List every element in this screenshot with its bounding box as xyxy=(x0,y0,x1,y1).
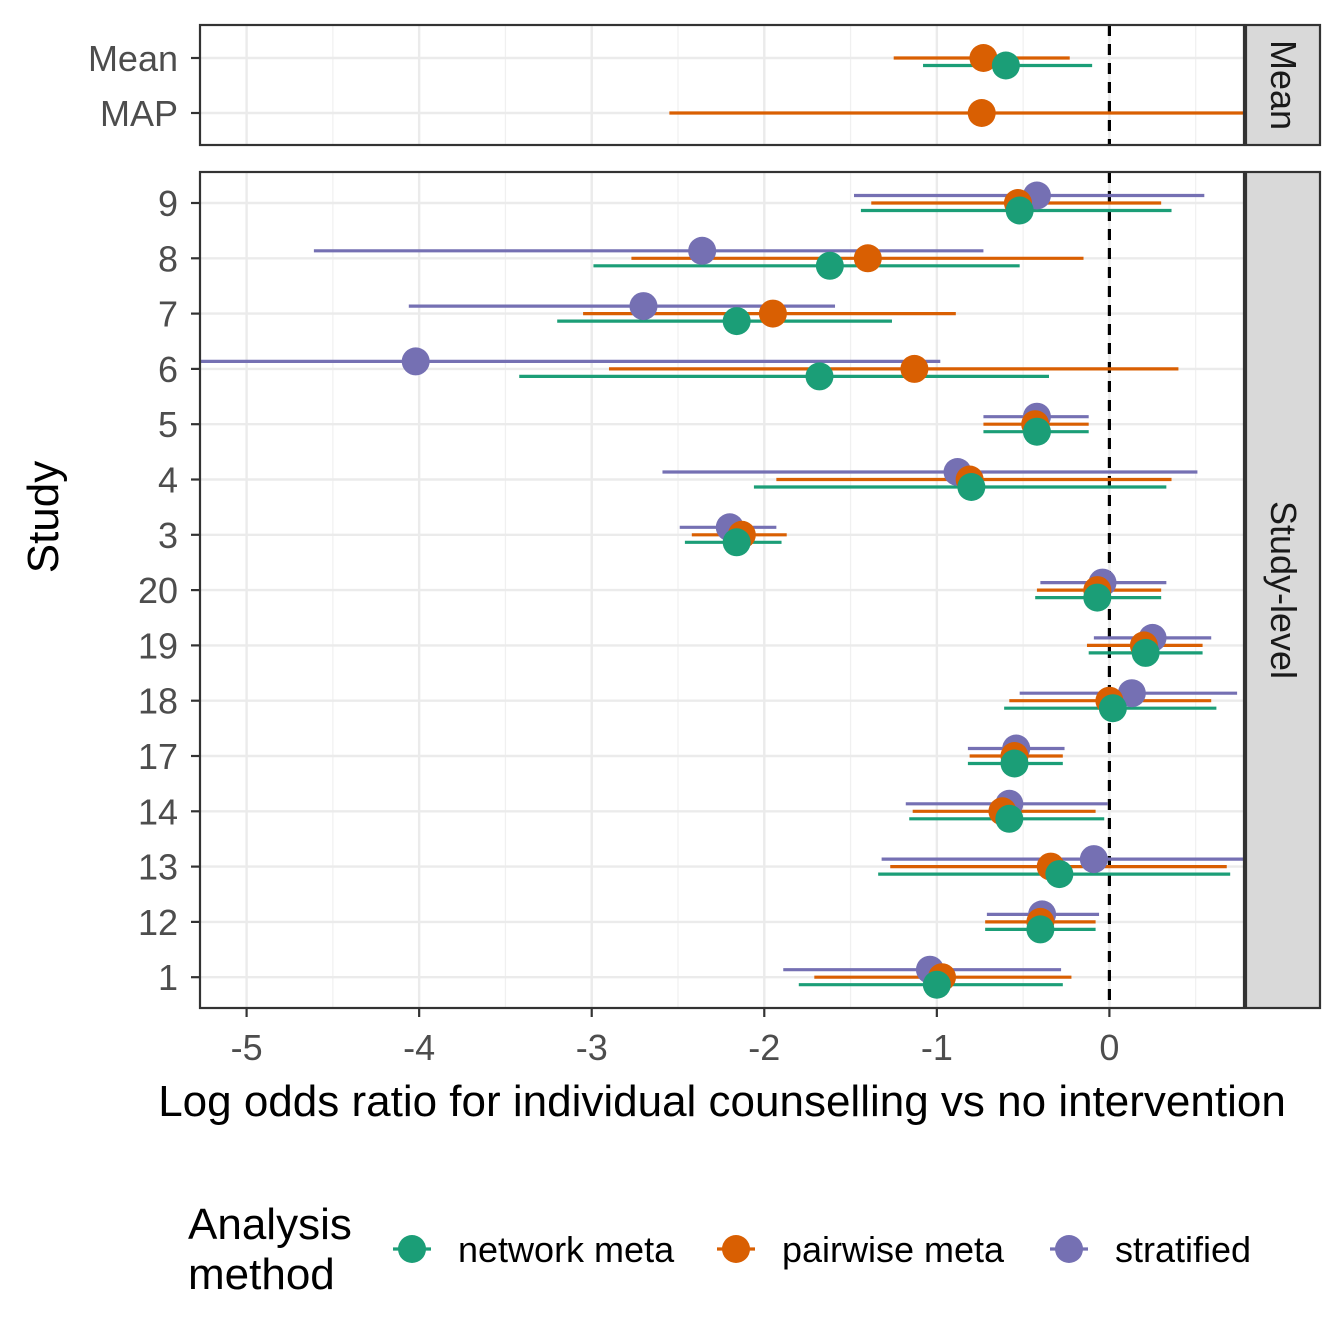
point-stratified-row-6 xyxy=(401,347,430,376)
y-tick-label: 19 xyxy=(138,625,178,666)
y-tick-label: 17 xyxy=(138,736,178,777)
point-stratified-row-8 xyxy=(688,236,717,265)
legend-key-point xyxy=(1055,1235,1083,1263)
legend-key-point xyxy=(722,1235,750,1263)
point-pairwise-meta-row-Mean xyxy=(969,44,998,72)
legend-item-stratified: stratified xyxy=(1050,1229,1251,1270)
y-tick-label: 7 xyxy=(158,294,178,335)
x-tick-label: -1 xyxy=(921,1027,953,1068)
point-pairwise-meta-row-7 xyxy=(758,299,787,328)
point-network-meta-row-13 xyxy=(1045,860,1074,889)
data-marks xyxy=(200,181,1244,999)
facet-strip-label: Mean xyxy=(1263,40,1304,130)
x-tick-label: 0 xyxy=(1099,1027,1119,1068)
axes-layer: Mean MAP 9 8 7 6 5 4 3 20 19 18 17 14 13 12 1 -5 -4 -3 -2 -1 0 xyxy=(88,38,1119,1068)
legend-label: stratified xyxy=(1115,1229,1251,1270)
point-network-meta-row-9 xyxy=(1005,196,1034,225)
point-network-meta-row-Mean xyxy=(991,51,1020,80)
point-network-meta-row-12 xyxy=(1026,915,1055,944)
point-network-meta-row-7 xyxy=(722,307,751,336)
point-network-meta-row-6 xyxy=(805,362,834,391)
y-tick-label: 18 xyxy=(138,681,178,722)
point-pairwise-meta-row-6 xyxy=(900,354,929,383)
x-tick-label: -2 xyxy=(748,1027,780,1068)
point-stratified-row-13 xyxy=(1079,845,1108,874)
point-network-meta-row-18 xyxy=(1098,694,1127,723)
y-tick-label: 4 xyxy=(158,460,178,501)
point-network-meta-row-1 xyxy=(922,970,951,999)
point-network-meta-row-8 xyxy=(815,251,844,280)
legend-key-point xyxy=(398,1235,426,1263)
y-tick-label: 13 xyxy=(138,847,178,888)
point-network-meta-row-3 xyxy=(722,528,751,557)
legend-item-pairwise-meta: pairwise meta xyxy=(717,1229,1005,1270)
y-tick-label: 3 xyxy=(158,515,178,556)
y-tick-label: 20 xyxy=(138,570,178,611)
panel-study-level: Study-level xyxy=(198,170,1322,1010)
y-tick-label: MAP xyxy=(100,93,178,134)
y-tick-label: 1 xyxy=(158,957,178,998)
point-stratified-row-7 xyxy=(629,292,658,321)
data-marks xyxy=(669,44,1244,127)
point-network-meta-row-14 xyxy=(995,804,1024,833)
point-network-meta-row-17 xyxy=(1000,749,1029,778)
y-tick-label: 9 xyxy=(158,183,178,224)
x-tick-label: -5 xyxy=(231,1027,263,1068)
panel-background xyxy=(200,25,1244,145)
y-tick-label: 8 xyxy=(158,238,178,279)
legend-item-network-meta: network meta xyxy=(393,1229,675,1270)
y-tick-label: 6 xyxy=(158,349,178,390)
y-axis-title: Study xyxy=(19,461,68,574)
facet-strip xyxy=(1244,23,1322,147)
point-network-meta-row-4 xyxy=(957,473,986,501)
legend-label: network meta xyxy=(458,1229,675,1270)
panel-mean: Mean xyxy=(198,23,1322,147)
facet-strip-label: Study-level xyxy=(1263,501,1304,679)
panels-layer: Mean Study-level xyxy=(198,23,1322,1010)
x-axis-title: Log odds ratio for individual counsellin… xyxy=(158,1077,1286,1126)
x-tick-label: -4 xyxy=(403,1027,435,1068)
panel-border xyxy=(198,23,1246,147)
point-network-meta-row-19 xyxy=(1131,638,1160,667)
facet-strip xyxy=(1244,170,1322,1010)
point-stratified-row-18 xyxy=(1117,679,1146,708)
point-pairwise-meta-row-MAP xyxy=(967,99,996,127)
point-network-meta-row-20 xyxy=(1083,583,1112,612)
legend-title: Analysis xyxy=(188,1200,352,1249)
y-tick-label: 12 xyxy=(138,902,178,943)
y-tick-label: Mean xyxy=(88,38,178,79)
legend-title: method xyxy=(188,1250,335,1299)
point-pairwise-meta-row-8 xyxy=(853,244,882,273)
x-tick-label: -3 xyxy=(576,1027,608,1068)
y-tick-label: 14 xyxy=(138,791,178,832)
y-tick-label: 5 xyxy=(158,404,178,445)
legend-label: pairwise meta xyxy=(782,1229,1005,1270)
point-network-meta-row-5 xyxy=(1022,417,1051,446)
